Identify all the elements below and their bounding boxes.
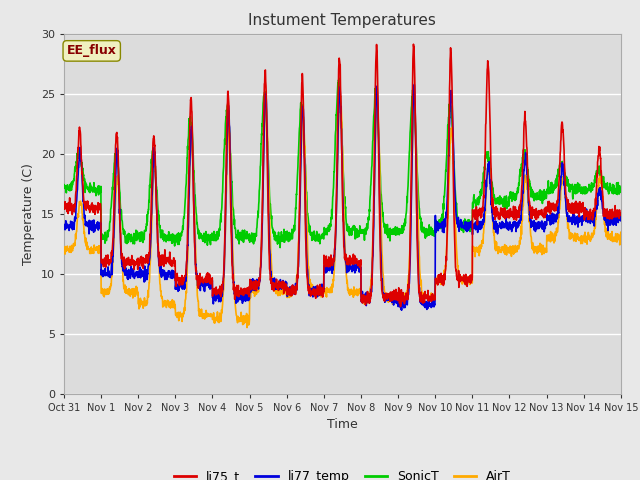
- li75_t: [371, 144, 378, 150]
- SonicT: [60, 183, 68, 189]
- AirT: [584, 236, 591, 241]
- SonicT: [335, 75, 343, 81]
- SonicT: [505, 194, 513, 200]
- SonicT: [359, 227, 367, 232]
- Line: li75_t: li75_t: [64, 44, 621, 307]
- AirT: [60, 250, 68, 255]
- AirT: [505, 250, 513, 256]
- AirT: [243, 324, 251, 330]
- SonicT: [371, 86, 379, 92]
- AirT: [568, 235, 576, 240]
- SonicT: [568, 184, 576, 190]
- Y-axis label: Temperature (C): Temperature (C): [22, 163, 35, 264]
- li77_temp: [371, 178, 378, 183]
- AirT: [371, 156, 379, 162]
- li75_t: [60, 205, 68, 211]
- li75_t: [358, 293, 366, 299]
- li77_temp: [216, 294, 223, 300]
- SonicT: [276, 245, 284, 251]
- li75_t: [584, 213, 591, 219]
- li77_temp: [568, 221, 576, 227]
- li75_t: [617, 212, 625, 218]
- li77_temp: [358, 288, 366, 294]
- li77_temp: [584, 218, 591, 224]
- Line: SonicT: SonicT: [64, 78, 621, 248]
- li75_t: [505, 211, 513, 217]
- SonicT: [584, 188, 591, 194]
- li75_t: [397, 304, 404, 310]
- AirT: [337, 90, 344, 96]
- Text: EE_flux: EE_flux: [67, 44, 116, 58]
- Title: Instument Temperatures: Instument Temperatures: [248, 13, 436, 28]
- Legend: li75_t, li77_temp, SonicT, AirT: li75_t, li77_temp, SonicT, AirT: [168, 465, 516, 480]
- li77_temp: [60, 222, 68, 228]
- li75_t: [216, 290, 223, 296]
- AirT: [216, 318, 223, 324]
- li77_temp: [397, 307, 405, 313]
- AirT: [359, 295, 367, 301]
- li77_temp: [410, 82, 418, 87]
- Line: li77_temp: li77_temp: [64, 84, 621, 310]
- li77_temp: [617, 211, 625, 216]
- AirT: [617, 229, 625, 235]
- li75_t: [568, 200, 576, 206]
- li75_t: [410, 41, 417, 47]
- X-axis label: Time: Time: [327, 418, 358, 431]
- SonicT: [216, 226, 223, 231]
- li77_temp: [505, 228, 513, 233]
- SonicT: [617, 188, 625, 194]
- Line: AirT: AirT: [64, 93, 621, 327]
